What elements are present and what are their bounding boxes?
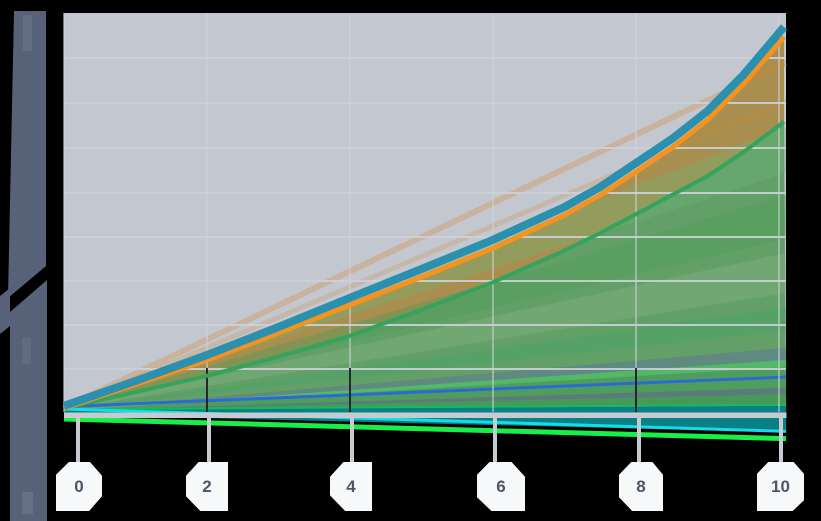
x-tick-callout-0: 0 <box>56 462 102 511</box>
y-axis-bar <box>0 11 47 521</box>
y-axis-bar-lower <box>10 280 47 521</box>
teal-bright-stripe-series <box>63 403 787 411</box>
green-streak-low-series <box>64 307 787 410</box>
x-tick-label-10: 10 <box>771 476 790 496</box>
dark-green-band-series <box>64 394 787 411</box>
y-axis-bar-notch-mid <box>22 338 31 364</box>
green-curve-series <box>63 120 786 411</box>
y-axis-bar-notch-top <box>23 15 32 51</box>
y-axis-bar-break-flare <box>0 288 10 334</box>
olive-streak-a-series <box>62 60 788 411</box>
bright-green-band-series <box>64 359 787 411</box>
blue-baseline-series <box>63 375 787 409</box>
x-tick-callout-8: 8 <box>619 462 663 511</box>
y-axis-bar-notch-bottom <box>22 492 33 514</box>
x-axis-strip <box>64 412 787 418</box>
x-tick-label-8: 8 <box>636 476 646 496</box>
x-tick-label-6: 6 <box>496 476 506 496</box>
bright-green-baseline-series <box>63 416 787 442</box>
x-tick-label-2: 2 <box>202 476 212 496</box>
slate-band-series <box>64 347 787 410</box>
x-tick-callout-2: 2 <box>186 462 228 511</box>
x-tick-label-4: 4 <box>346 476 356 496</box>
slate-thin-band-series <box>64 387 787 411</box>
orange-curve-series <box>63 35 786 411</box>
x-tick-callout-6: 6 <box>477 462 525 511</box>
x-tick-label-0: 0 <box>74 476 84 496</box>
y-axis-bar-upper <box>8 11 46 298</box>
green-base-fill-series <box>64 121 787 410</box>
x-tick-callout-10: 10 <box>757 462 804 511</box>
teal-curve-series <box>62 24 788 410</box>
green-streak-mid-series <box>64 195 787 409</box>
